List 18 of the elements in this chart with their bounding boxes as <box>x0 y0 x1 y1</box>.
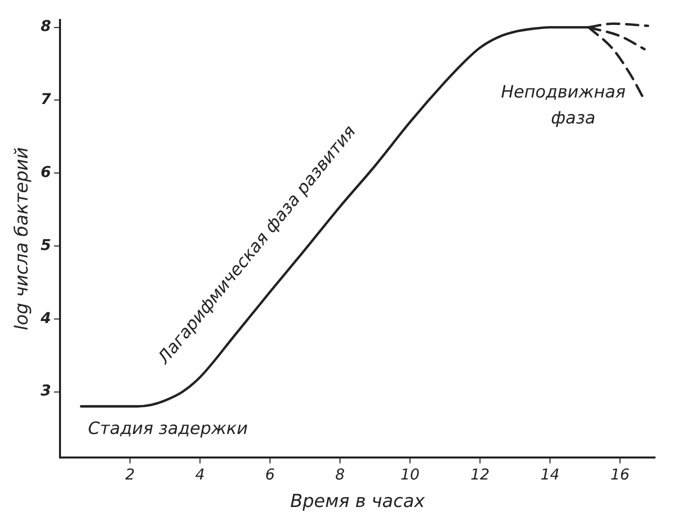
y-tick-label: 5 <box>40 236 52 254</box>
x-tick-label: 2 <box>125 465 135 484</box>
x-axis-title: Время в часах <box>290 490 426 512</box>
x-tick-label: 6 <box>265 465 275 484</box>
x-tick-label: 12 <box>470 465 490 484</box>
annotation: Стадия задержки <box>88 419 248 440</box>
annotation: Неподвижная фаза <box>501 82 626 128</box>
x-tick-label: 10 <box>400 465 420 484</box>
x-tick-label: 14 <box>540 465 560 484</box>
y-tick-label: 8 <box>40 17 52 36</box>
y-tick-label: 4 <box>40 308 52 327</box>
y-axis-title: log числа бактерий <box>11 146 32 330</box>
x-tick-label: 8 <box>335 465 345 484</box>
x-tick-label: 4 <box>195 465 205 484</box>
y-tick-label: 3 <box>40 382 52 400</box>
y-tick-label: 6 <box>40 162 52 181</box>
y-tick-label: 7 <box>40 90 52 108</box>
x-tick-label: 16 <box>610 465 630 484</box>
